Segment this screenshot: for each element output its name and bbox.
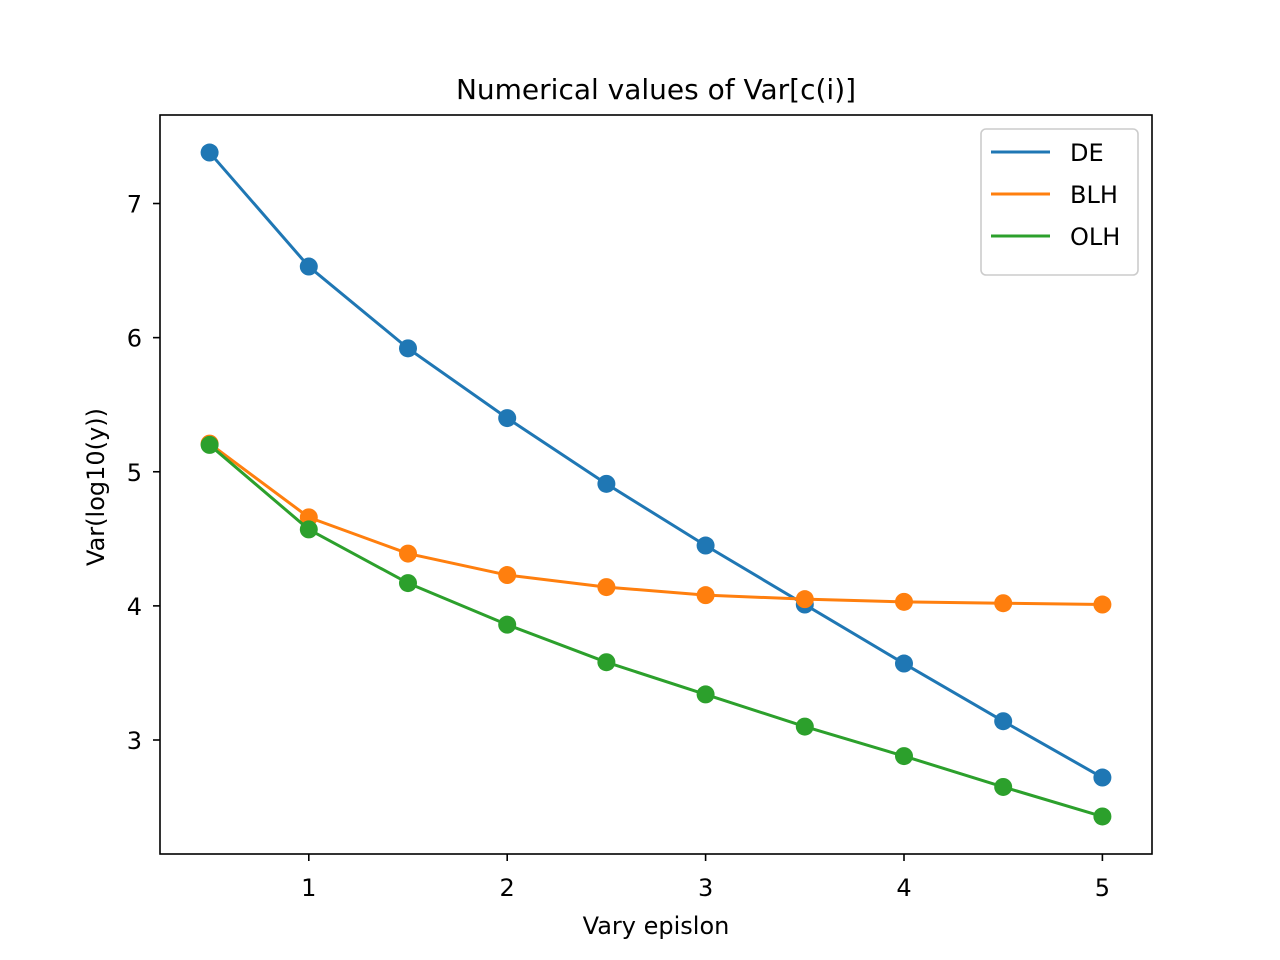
data-point-blh [696, 586, 715, 605]
legend-label: DE [1070, 139, 1104, 167]
data-point-blh [1093, 595, 1112, 614]
legend-item-de: DE [991, 139, 1104, 167]
data-point-de [994, 712, 1013, 731]
data-point-olh [299, 520, 318, 539]
chart-title: Numerical values of Var[c(i)] [456, 73, 856, 106]
series-line-olh [207, 442, 1105, 819]
legend-item-olh: OLH [991, 223, 1120, 251]
x-tick-label: 5 [1095, 874, 1110, 902]
y-tick-label: 6 [127, 325, 142, 353]
data-point-de [1093, 768, 1112, 787]
data-point-blh [994, 594, 1013, 613]
data-point-de [895, 654, 913, 673]
data-point-de [696, 536, 715, 555]
y-axis-label: Var(log10(y)) [82, 408, 110, 566]
data-point-blh [498, 566, 517, 585]
x-tick-label: 2 [500, 874, 515, 902]
data-point-olh [1093, 807, 1112, 826]
plot-area [159, 114, 1153, 855]
data-point-olh [498, 615, 517, 634]
data-point-blh [795, 590, 814, 609]
y-tick-label: 5 [127, 459, 142, 487]
legend-box [980, 128, 1139, 276]
data-point-olh [399, 574, 417, 593]
x-axis: 1 2 3 4 5 [301, 854, 1110, 902]
data-point-de [399, 339, 417, 358]
legend-label: OLH [1070, 223, 1120, 251]
series-line-blh [207, 441, 1104, 607]
data-point-de [299, 257, 318, 276]
legend-label: BLH [1070, 181, 1118, 209]
series-line-de [207, 150, 1105, 780]
data-point-olh [696, 685, 715, 704]
legend: DE BLH OLH [980, 128, 1139, 276]
legend-item-blh: BLH [991, 181, 1118, 209]
data-point-blh [399, 544, 417, 563]
y-tick-label: 7 [127, 191, 142, 219]
data-point-de [200, 143, 219, 162]
data-point-olh [200, 435, 219, 454]
data-point-olh [895, 747, 913, 766]
x-axis-label: Vary epislon [583, 912, 730, 940]
y-tick-label: 3 [127, 727, 142, 755]
data-point-de [597, 474, 616, 493]
series-de [200, 143, 1112, 787]
data-point-blh [597, 578, 616, 597]
data-point-de [498, 409, 517, 428]
data-point-blh [895, 592, 913, 611]
data-point-olh [994, 777, 1013, 796]
data-point-olh [597, 653, 616, 672]
series-olh [200, 435, 1112, 826]
x-tick-label: 4 [896, 874, 911, 902]
axes-frame [159, 114, 1153, 855]
data-point-olh [795, 717, 814, 736]
x-tick-label: 1 [301, 874, 316, 902]
y-axis: 3 4 5 6 7 [127, 191, 160, 755]
x-tick-label: 3 [698, 874, 713, 902]
y-tick-label: 4 [127, 593, 142, 621]
